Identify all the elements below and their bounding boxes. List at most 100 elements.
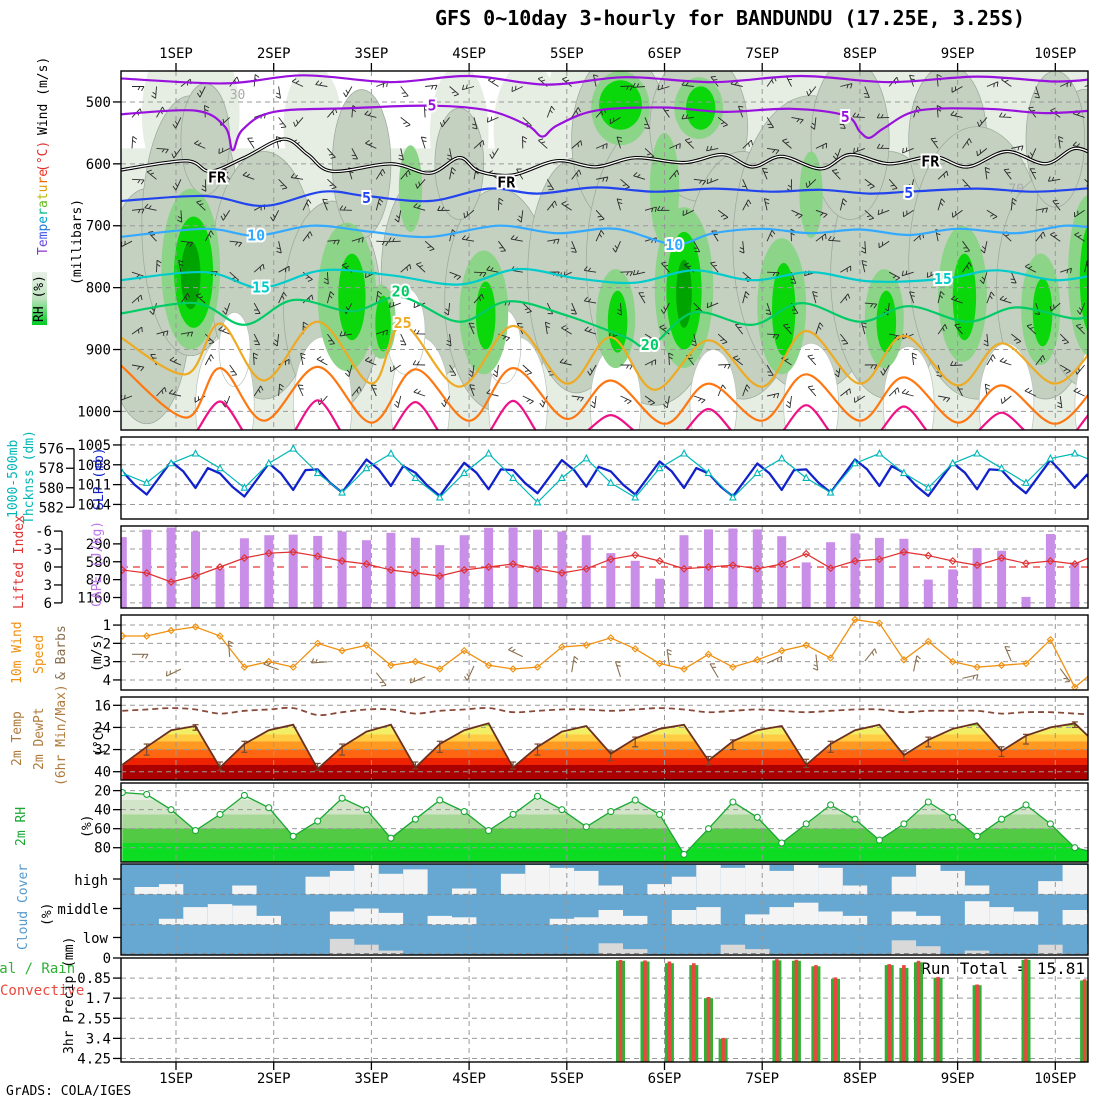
cape-bar <box>997 550 1007 608</box>
panel-cape-li <box>121 526 1088 608</box>
precip-conv-bar <box>814 965 818 1062</box>
svg-text:5: 5 <box>841 108 850 126</box>
svg-text:25: 25 <box>394 314 412 332</box>
cloud-band-middle: middle <box>57 902 108 918</box>
axis-label-millibars: (millibars) <box>70 198 85 285</box>
cloud-band-low: low <box>82 931 108 947</box>
cloud-bar-high <box>916 865 941 895</box>
svg-text:580: 580 <box>39 481 64 497</box>
svg-text:32: 32 <box>94 743 111 759</box>
slp-line <box>121 458 1088 498</box>
cape-bar <box>630 560 640 608</box>
cloud-bar-high <box>842 885 868 895</box>
svg-text:3SEP: 3SEP <box>355 1071 389 1087</box>
cape-bar <box>655 578 665 608</box>
svg-text:1011: 1011 <box>77 478 111 494</box>
axis-label-convective: Convective <box>0 983 85 999</box>
svg-text:1160: 1160 <box>77 591 111 607</box>
svg-text:8SEP: 8SEP <box>843 46 877 62</box>
cape-bar <box>874 537 884 608</box>
cloud-bar-high <box>500 873 526 895</box>
cape-bar <box>484 527 494 608</box>
svg-text:1008: 1008 <box>77 458 111 474</box>
cloud-bar-middle <box>427 915 452 925</box>
svg-text:3: 3 <box>44 578 52 594</box>
cloud-bar-middle <box>842 915 868 925</box>
cape-bar <box>1070 562 1080 608</box>
axis-label-total-rain: Total / Rain <box>0 961 76 977</box>
svg-text:30: 30 <box>230 88 246 103</box>
svg-text:FR: FR <box>208 168 227 186</box>
cloud-bar-high <box>525 865 550 895</box>
svg-text:600: 600 <box>86 157 111 173</box>
axis-label-lifted-index: Lifted Index <box>12 515 27 609</box>
cloud-bar-middle <box>794 902 819 925</box>
cloud-bar-high <box>696 865 721 895</box>
cloud-bar-high <box>891 876 917 895</box>
panel-2m-rh <box>121 783 1088 862</box>
cloud-bar-low <box>378 950 404 955</box>
svg-text:578: 578 <box>39 461 64 477</box>
temp-area <box>122 723 1088 780</box>
cape-bar <box>777 536 787 608</box>
cape-bar <box>948 569 958 608</box>
svg-text:9SEP: 9SEP <box>941 1071 975 1087</box>
precip-conv-bar <box>618 959 623 1062</box>
cloud-bar-middle <box>183 907 208 925</box>
panel-10m-wind <box>121 615 1088 690</box>
svg-text:5: 5 <box>362 189 371 207</box>
cape-bar <box>459 535 469 608</box>
cape-bar <box>362 540 371 608</box>
precip-conv-bar <box>692 963 696 1062</box>
svg-text:10: 10 <box>665 236 683 254</box>
cloud-bar-middle <box>598 910 623 925</box>
svg-text:4SEP: 4SEP <box>452 1071 486 1087</box>
cape-bar <box>166 527 176 608</box>
svg-text:0: 0 <box>103 951 111 967</box>
precip-conv-bar <box>794 959 799 1062</box>
axis-label-ms: (m/s) <box>90 632 105 672</box>
rh-area <box>122 792 1088 862</box>
svg-text:5: 5 <box>427 97 436 115</box>
cape-bar <box>264 535 274 608</box>
cloud-bar-middle <box>574 917 599 925</box>
precip-conv-bar <box>706 997 711 1062</box>
cloud-bar-low <box>964 950 990 955</box>
precip-conv-bar <box>833 977 838 1062</box>
svg-text:5: 5 <box>904 184 913 202</box>
cape-bar <box>142 529 152 608</box>
cloud-bar-high <box>329 870 355 895</box>
svg-text:2.55: 2.55 <box>77 1011 111 1027</box>
cloud-bar-high <box>452 888 477 895</box>
cape-bar <box>337 531 347 608</box>
svg-text:15: 15 <box>934 270 952 288</box>
svg-text:4.25: 4.25 <box>77 1051 111 1067</box>
axis-label-degc2: (°C) <box>92 724 107 756</box>
cape-bar <box>704 529 713 608</box>
cloud-bar-middle <box>745 914 770 925</box>
cloud-bar-high <box>574 870 599 895</box>
svg-text:900: 900 <box>86 343 111 359</box>
axis-label-degc: (°C) <box>36 140 51 172</box>
cloud-bar-middle <box>158 918 184 925</box>
cloud-bar-low <box>1087 943 1088 955</box>
svg-text:1: 1 <box>103 618 111 634</box>
svg-text:1.7: 1.7 <box>86 991 111 1007</box>
cloud-bar-high <box>794 865 819 895</box>
panel-cloud-cover <box>121 864 1088 955</box>
cloud-bar-low <box>916 946 941 955</box>
cloud-bar-high <box>354 865 379 895</box>
svg-text:6SEP: 6SEP <box>648 1071 682 1087</box>
cloud-bar-middle <box>256 915 281 925</box>
lifted-index-line <box>122 551 1088 583</box>
cloud-bar-middle <box>1013 911 1039 925</box>
cape-bar <box>899 538 909 608</box>
svg-text:24: 24 <box>94 720 111 736</box>
precip-conv-bar <box>721 1037 725 1062</box>
cloud-bar-high <box>158 884 184 895</box>
cloud-bar-middle <box>671 910 697 925</box>
cloud-bar-middle <box>354 908 379 925</box>
axis-label-barbs: & Barbs <box>54 625 69 680</box>
svg-text:582: 582 <box>39 500 64 516</box>
